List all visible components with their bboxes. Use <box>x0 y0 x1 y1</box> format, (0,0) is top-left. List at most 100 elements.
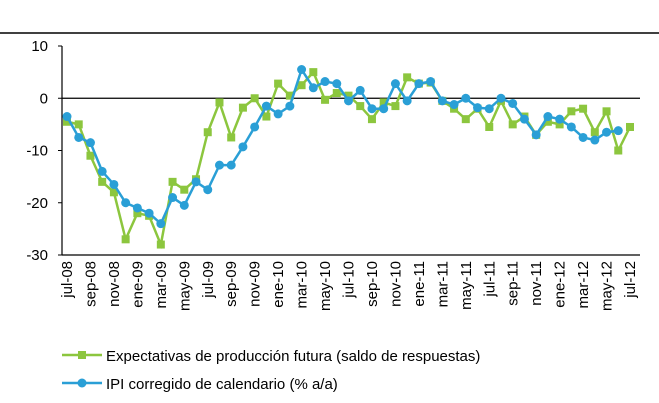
marker <box>567 107 576 116</box>
marker <box>403 73 412 82</box>
marker <box>297 65 307 75</box>
marker <box>63 117 71 126</box>
marker <box>168 177 177 186</box>
x-tick-label: nov-10 <box>387 261 404 307</box>
x-tick-label: sep-08 <box>82 261 99 307</box>
marker <box>85 138 95 148</box>
marker <box>168 193 178 203</box>
marker <box>261 101 271 111</box>
x-tick-label: jul-09 <box>200 261 217 299</box>
marker <box>379 98 388 107</box>
x-tick-label: mar-11 <box>434 261 451 307</box>
marker <box>484 104 494 114</box>
x-tick-label: nov-11 <box>528 261 545 306</box>
x-tick-label: jul-08 <box>59 261 76 299</box>
marker <box>473 103 483 113</box>
marker <box>555 120 564 129</box>
marker <box>579 104 588 113</box>
marker <box>109 179 119 189</box>
marker <box>614 146 623 155</box>
x-tick-label: jul-11 <box>481 261 498 298</box>
x-tick-label: jul-10 <box>341 261 358 299</box>
marker <box>508 120 517 129</box>
marker <box>578 132 588 142</box>
marker <box>356 102 365 111</box>
marker <box>531 130 541 140</box>
marker <box>74 132 84 142</box>
marker <box>332 89 341 98</box>
y-tick-label: -20 <box>26 195 48 212</box>
marker <box>121 198 131 208</box>
y-tick-label: 0 <box>40 90 48 107</box>
x-tick-label: mar-12 <box>575 261 592 309</box>
x-tick-label: mar-09 <box>153 261 170 309</box>
marker <box>321 95 330 104</box>
series-line <box>65 66 619 226</box>
marker <box>626 122 634 131</box>
marker <box>238 142 248 152</box>
marker <box>320 77 330 87</box>
x-tick-label: nov-08 <box>106 261 123 307</box>
marker <box>297 81 306 90</box>
x-tick-label: ene-11 <box>411 261 428 307</box>
marker <box>62 112 72 122</box>
x-tick-label: jul-12 <box>622 261 639 299</box>
marker <box>274 79 283 88</box>
marker <box>273 109 283 119</box>
marker <box>543 112 553 122</box>
marker <box>367 104 377 114</box>
marker <box>437 96 447 106</box>
marker <box>602 107 611 116</box>
x-tick-label: may-10 <box>317 261 334 311</box>
marker <box>391 102 400 111</box>
marker <box>262 112 271 121</box>
marker <box>250 94 259 103</box>
x-tick-label: sep-10 <box>364 261 381 307</box>
marker <box>485 122 494 131</box>
x-tick-label: ene-09 <box>129 261 146 308</box>
marker <box>426 77 436 87</box>
marker <box>414 79 424 89</box>
marker <box>355 85 365 95</box>
marker <box>215 98 224 107</box>
marker <box>590 135 600 145</box>
marker <box>203 185 213 195</box>
marker <box>309 68 318 77</box>
x-tick-label: sep-09 <box>223 261 240 307</box>
y-tick-label: 10 <box>31 38 48 55</box>
marker <box>519 114 529 124</box>
marker <box>156 219 166 229</box>
legend-label: Expectativas de producción futura (saldo… <box>106 348 480 365</box>
marker <box>156 240 165 249</box>
marker <box>74 120 83 129</box>
marker <box>390 79 400 89</box>
marker <box>250 122 260 132</box>
marker <box>98 177 107 186</box>
marker <box>144 208 154 218</box>
marker <box>449 100 459 110</box>
marker <box>590 128 599 137</box>
marker <box>367 115 376 124</box>
legend-label: IPI corregido de calendario (% a/a) <box>106 376 338 393</box>
marker <box>214 160 224 170</box>
marker <box>461 115 470 124</box>
x-tick-label: ene-12 <box>552 261 569 308</box>
marker <box>180 185 189 194</box>
marker <box>402 96 412 106</box>
marker <box>121 235 130 244</box>
y-tick-label: -30 <box>26 247 48 264</box>
marker <box>203 128 212 137</box>
x-tick-label: mar-10 <box>294 261 311 309</box>
marker <box>496 93 506 103</box>
x-tick-label: may-09 <box>176 261 193 311</box>
marker <box>109 188 118 197</box>
marker <box>86 151 95 160</box>
marker <box>78 351 86 359</box>
marker <box>238 103 247 112</box>
marker <box>308 83 318 93</box>
x-tick-label: may-11 <box>458 261 475 310</box>
marker <box>191 177 201 187</box>
marker <box>344 96 353 106</box>
marker <box>613 126 623 136</box>
